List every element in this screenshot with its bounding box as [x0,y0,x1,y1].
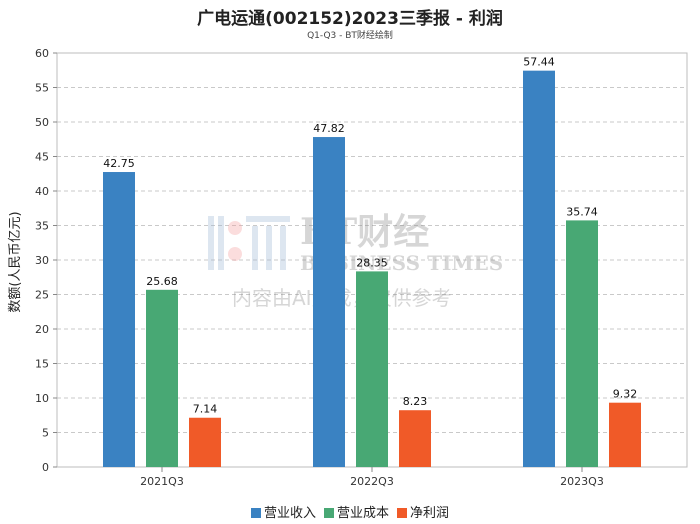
data-label: 28.35 [356,256,388,269]
bar [566,220,598,467]
x-tick-label: 2022Q3 [350,475,394,488]
data-label: 9.32 [613,388,638,401]
bar [609,402,641,467]
watermark-logo-bar [252,226,258,270]
y-axis-label: 数额(人民币亿元) [8,211,23,312]
legend-item[interactable]: 营业收入 [250,502,316,521]
bar [356,271,388,467]
bar [313,137,345,468]
bar [523,70,555,467]
y-tick-label: 35 [35,220,49,233]
y-tick-label: 60 [35,47,49,60]
y-tick-label: 15 [35,358,49,371]
legend: 营业收入 营业成本 净利润 [0,502,700,521]
bar [399,410,431,467]
data-labels: 42.75 25.68 7.14 47.82 28.35 8.23 57.44 35.74 9.… [103,56,637,416]
watermark-logo-bar [246,216,290,222]
y-tick-label: 25 [35,289,49,302]
watermark-logo-bar [280,226,286,270]
data-label: 35.74 [566,205,598,218]
bars [103,70,641,468]
y-tick-label: 5 [42,427,49,440]
bar [103,172,135,467]
data-label: 8.23 [403,395,428,408]
watermark-logo-dot [228,247,242,261]
x-tick-label: 2021Q3 [140,475,184,488]
legend-swatch [323,507,334,518]
watermark-logo-bar [266,226,272,270]
legend-label: 营业成本 [336,506,389,521]
y-tick-label: 45 [35,151,49,164]
data-label: 25.68 [146,275,178,288]
y-tick-label: 50 [35,116,49,129]
legend-label: 净利润 [410,506,450,521]
y-tick-label: 0 [42,461,49,474]
bar-chart: BT财经 BUSINESS TIMES 内容由AI生成，仅供参考 0510152… [8,47,688,488]
data-label: 7.14 [193,403,218,416]
chart-subtitle: Q1-Q3 - BT财经绘制 [307,31,393,41]
watermark-logo-bar [218,216,224,270]
legend-swatch [397,507,407,518]
legend-swatch [250,507,261,518]
legend-item[interactable]: 净利润 [397,502,449,521]
data-label: 57.44 [523,56,555,69]
y-tick-label: 40 [35,185,49,198]
y-tick-label: 30 [35,254,49,267]
watermark-logo-dot [228,221,242,235]
bar [189,417,221,467]
legend-label: 营业收入 [263,506,316,521]
watermark-logo-bar [208,216,214,270]
x-tick-label: 2023Q3 [560,475,604,488]
data-label: 47.82 [313,122,345,135]
y-tick-label: 20 [35,323,49,336]
data-label: 42.75 [103,157,135,170]
bar [146,289,178,467]
y-tick-label: 10 [35,392,49,405]
chart-title: 广电运通(002152)2023三季报 - 利润 [197,9,503,29]
y-tick-label: 55 [35,82,49,95]
legend-item[interactable]: 营业成本 [323,502,389,521]
